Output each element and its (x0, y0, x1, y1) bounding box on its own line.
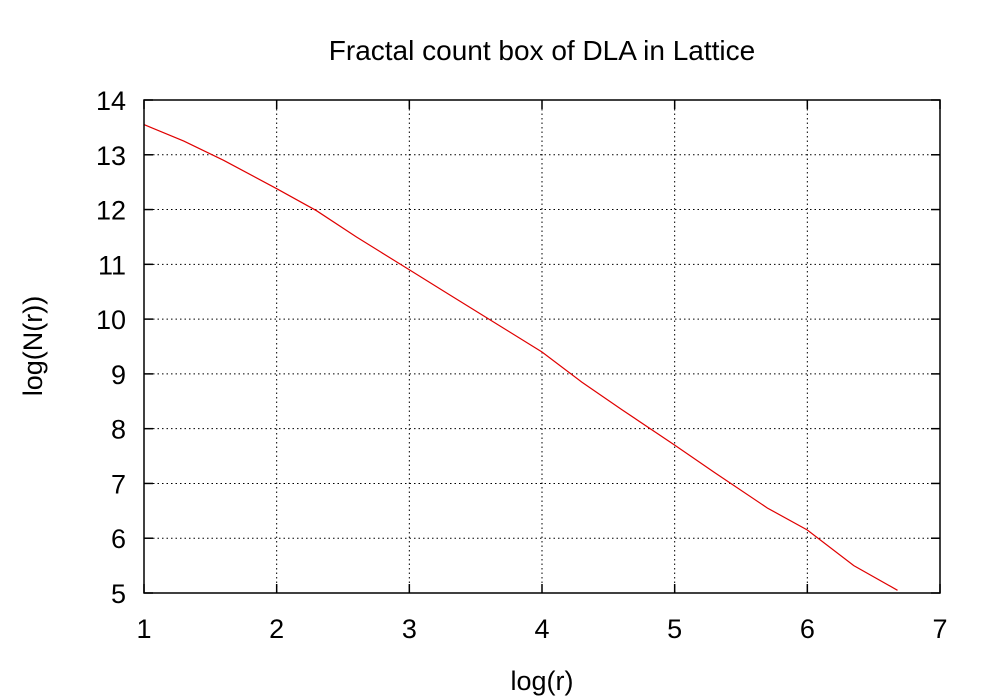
y-tick-label: 6 (111, 524, 126, 554)
x-tick-label: 5 (667, 614, 682, 644)
y-tick-label: 10 (96, 305, 126, 335)
x-tick-label: 4 (534, 614, 549, 644)
y-tick-label: 13 (96, 141, 126, 171)
x-tick-label: 7 (932, 614, 947, 644)
x-tick-label: 3 (402, 614, 417, 644)
series-layer (143, 124, 898, 591)
y-tick-label: 11 (98, 250, 126, 280)
x-tick-label: 2 (269, 614, 284, 644)
x-axis-title: log(r) (510, 666, 573, 696)
y-axis-title: log(N(r)) (18, 296, 48, 397)
y-tick-label: 14 (96, 86, 126, 116)
grid (144, 100, 940, 593)
y-tick-label: 9 (111, 360, 126, 390)
y-tick-label: 8 (111, 415, 126, 445)
chart-title: Fractal count box of DLA in Lattice (329, 35, 755, 66)
x-tick-label: 1 (136, 614, 151, 644)
x-tick-label: 6 (800, 614, 815, 644)
y-tick-label: 5 (111, 579, 126, 609)
y-tick-label: 7 (111, 469, 126, 499)
series-line-0 (143, 124, 898, 591)
y-tick-label: 12 (96, 196, 126, 226)
